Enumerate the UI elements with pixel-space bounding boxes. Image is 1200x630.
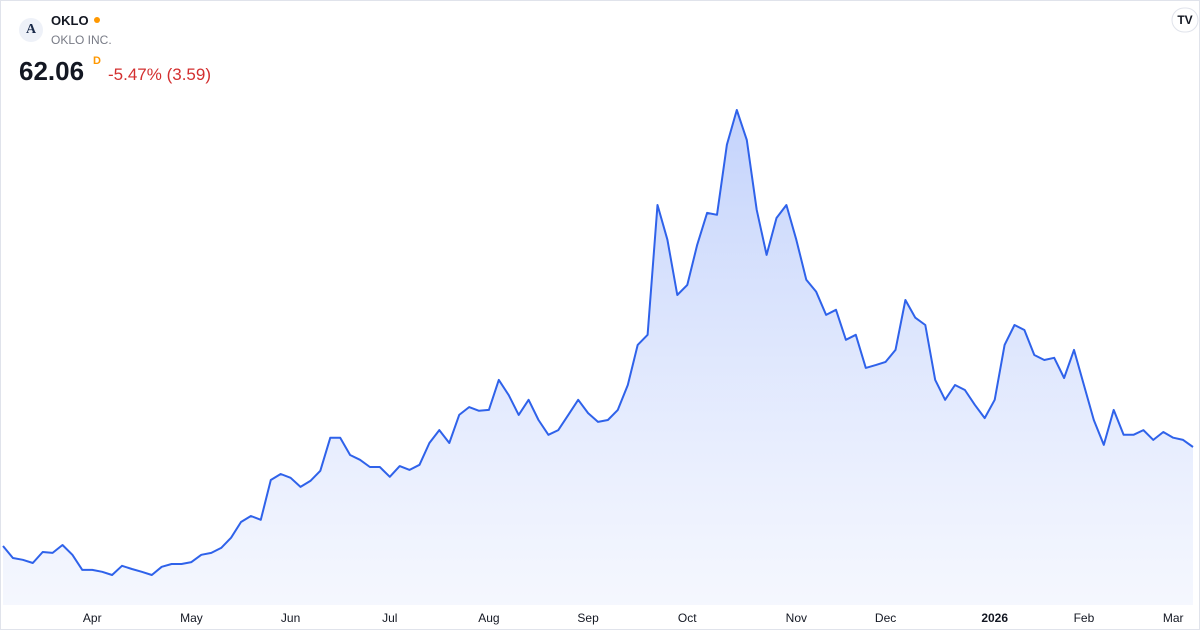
x-tick-label: Aug [478,611,499,625]
x-tick-label: Feb [1074,611,1095,625]
x-tick-label: Dec [875,611,896,625]
price: 62.06 [19,56,85,86]
x-tick-label: Jun [281,611,300,625]
tv-logo-text: TV [1177,13,1192,27]
tv-logo[interactable] [1171,7,1199,33]
x-tick-label: Sep [577,611,599,625]
interval: D [93,55,101,67]
price-line [2,109,1194,576]
symbol: OKLO [51,13,89,28]
company-logo: A [19,18,43,42]
x-tick-label: May [180,611,203,625]
area-fill [3,110,1193,605]
status-dot [94,17,100,23]
plot: Apr May Jun Jul Aug Sep Oct Nov Dec 2026 Feb Mar [2,109,1194,625]
company-name: OKLO INC. [51,33,112,47]
x-tick-label: Mar [1163,611,1184,625]
x-tick-label: 2026 [981,611,1008,625]
x-tick-label: Nov [786,611,807,625]
change: -5.47% (3.59) [108,65,211,84]
x-tick-label: Apr [83,611,102,625]
x-tick-label: Oct [678,611,697,625]
x-tick-label: Jul [382,611,397,625]
